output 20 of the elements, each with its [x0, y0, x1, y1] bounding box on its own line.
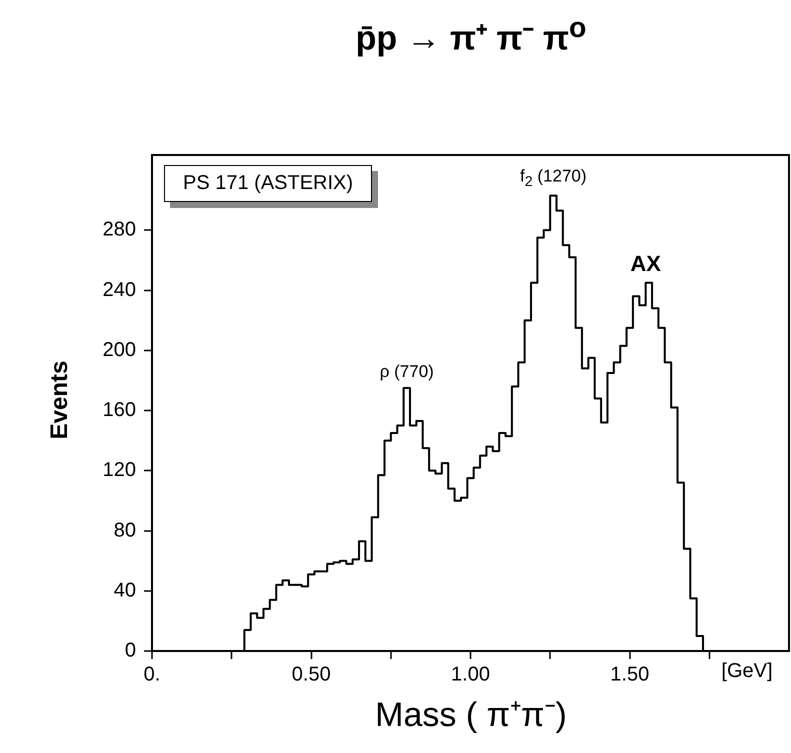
x-tick-label: 0.	[144, 664, 160, 686]
y-tick-label: 280	[102, 218, 136, 241]
annotation: AX	[630, 250, 661, 278]
x-tick-label: 1.50	[610, 664, 650, 686]
chart-title: p̄p → π⁺ π⁻ π$^{o}$	[354, 12, 588, 60]
y-axis-title: Events	[46, 360, 74, 440]
y-tick-label: 0	[124, 640, 136, 662]
y-tick-label: 240	[102, 278, 136, 301]
x-axis-title: Mass ( π⁺π⁻)	[374, 695, 568, 736]
annotation: f$_{2}$ (1270)	[520, 166, 587, 192]
text: [GeV]	[721, 660, 773, 683]
y-tick-label: 80	[114, 519, 136, 542]
x-tick-label: 0.50	[292, 664, 331, 686]
y-tick-label: 160	[102, 399, 136, 422]
annotation: ρ (770)	[380, 362, 434, 383]
x-tick-label: 1.00	[451, 664, 490, 686]
y-tick-label: 120	[102, 459, 136, 482]
annotation: PS 171 (ASTERIX)	[164, 165, 372, 202]
y-tick-label: 40	[114, 579, 136, 602]
y-tick-label: 200	[102, 338, 136, 361]
